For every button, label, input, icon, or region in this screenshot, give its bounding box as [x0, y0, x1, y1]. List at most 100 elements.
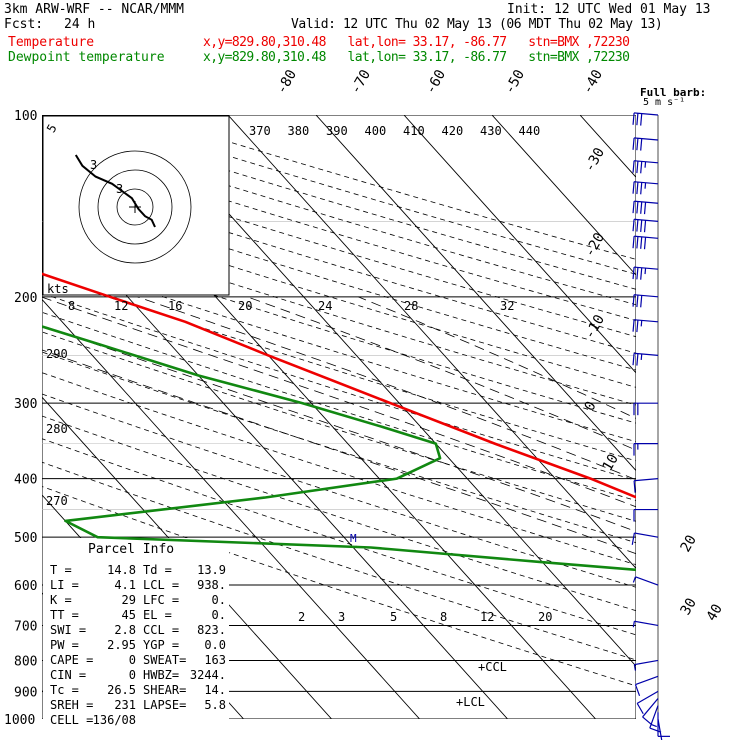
isotherm-label: -30: [582, 145, 609, 175]
barb-flag: [632, 219, 635, 232]
barb-flag: [632, 319, 635, 332]
barb-flag: [636, 353, 639, 366]
wind-barb: [642, 698, 659, 726]
wind-barbs: Full barb:5 m s⁻¹: [631, 86, 706, 740]
parcel-info-key: CIN =: [50, 668, 86, 682]
parcel-info-value: 0.0: [204, 638, 226, 652]
barb-shaft: [634, 294, 659, 298]
wind-barb: [632, 576, 659, 586]
height-label: 16: [168, 299, 182, 313]
wind-barb: [632, 137, 659, 151]
wind-barb: [631, 532, 659, 545]
isotherm-line: [42, 298, 420, 719]
moist-adiabat: [42, 325, 636, 532]
height-label: 20: [238, 299, 252, 313]
mixing-ratio-label: 8: [440, 610, 447, 624]
theta-label: 380: [288, 124, 310, 138]
barb-flag: [644, 182, 647, 189]
barb-shaft: [635, 675, 659, 686]
parcel-info-value: 938.: [197, 578, 226, 592]
height-label: 24: [318, 299, 332, 313]
parcel-info-key: PW =: [50, 638, 79, 652]
parcel-info-value: 0.: [212, 608, 226, 622]
isotherm-line: [42, 396, 332, 719]
barb-flag: [640, 353, 643, 360]
barb-legend-title: Full barb:: [640, 86, 706, 99]
temperature-legend-label: Temperature: [8, 35, 95, 50]
parcel-info-value: 0: [129, 668, 136, 682]
barb-flag: [632, 137, 635, 150]
pressure-tick-label: 500: [14, 531, 37, 546]
dry-adiabat: [140, 115, 636, 260]
wind-barb: [632, 266, 659, 280]
parcel-info-value: 0: [129, 653, 136, 667]
pressure-tick-label: 900: [14, 685, 37, 700]
isotherm-line: [491, 115, 636, 276]
isotherm-label: -20: [582, 230, 609, 260]
parcel-info-key: EL =: [143, 608, 172, 622]
left-scale-label: 270: [46, 494, 68, 508]
temperature-location: x,y=829.80,310.48 lat,lon= 33.17, -86.77…: [203, 35, 630, 50]
barb-flag: [643, 202, 647, 215]
parcel-info-value: 29: [122, 593, 136, 607]
barb-flag: [640, 295, 643, 308]
barb-flag: [636, 201, 639, 214]
height-label: 28: [404, 299, 418, 313]
dry-adiabat: [42, 188, 636, 371]
hodograph-trace: [74, 154, 156, 228]
isotherm-label: 20: [678, 532, 700, 555]
dry-adiabat: [42, 238, 636, 424]
barb-flag: [640, 113, 643, 126]
barb-flag: [632, 576, 637, 583]
parcel-info-value: 163: [204, 653, 226, 667]
theta-label: 410: [403, 124, 425, 138]
hodograph-units: kts: [47, 282, 69, 296]
parcel-info-key: YGP =: [143, 638, 179, 652]
barb-flag: [640, 182, 643, 195]
theta-label: 430: [480, 124, 502, 138]
parcel-info-value: 823.: [197, 623, 226, 637]
theta-label: 420: [442, 124, 464, 138]
barb-flag: [632, 294, 635, 307]
mixing-ratio-label: 3: [338, 610, 345, 624]
wind-barb: [633, 443, 658, 456]
dry-adiabat: [42, 372, 636, 566]
wind-barb: [657, 712, 670, 737]
sounding-series: [42, 272, 636, 572]
barb-flag: [642, 716, 653, 726]
theta-label: 440: [519, 124, 541, 138]
left-scale-label: 290: [46, 347, 68, 361]
barb-shaft: [634, 659, 659, 666]
parcel-info-value: 3244.: [190, 668, 226, 682]
isotherm-label: -60: [423, 67, 450, 97]
barb-flag: [632, 267, 635, 280]
dewpoint-location: x,y=829.80,310.48 lat,lon= 33.17, -86.77…: [203, 50, 630, 65]
height-label: 12: [114, 299, 128, 313]
dewpoint-line: [42, 325, 636, 572]
barb-flag: [640, 138, 643, 151]
barb-flag: [649, 727, 662, 733]
isotherm-line: [315, 115, 636, 472]
barb-shaft: [634, 532, 659, 538]
parcel-info-key: LCL =: [143, 578, 179, 592]
wind-barb: [633, 402, 658, 416]
barb-flag: [640, 201, 643, 214]
parcel-info-value: 136/08: [93, 713, 136, 727]
mixing-ratio-label: 20: [538, 610, 552, 624]
mixing-ratio-label: 2: [298, 610, 305, 624]
forecast-hour: 24 h: [64, 17, 96, 32]
isotherm-label: 30: [678, 595, 700, 618]
parcel-info-key: LAPSE=: [143, 698, 186, 712]
parcel-info-value: 26.5: [107, 683, 136, 697]
isotherm-line: [403, 115, 636, 374]
barb-shaft: [634, 181, 659, 185]
barb-flag: [636, 182, 639, 195]
isotherm-label: -80: [274, 67, 301, 97]
parcel-info-background: [43, 538, 229, 719]
init-time: Init: 12 UTC Wed 01 May 13: [507, 2, 711, 17]
wind-barb: [632, 200, 659, 215]
barb-shaft: [642, 698, 659, 718]
barb-flag: [636, 267, 639, 280]
theta-label: 400: [365, 124, 387, 138]
